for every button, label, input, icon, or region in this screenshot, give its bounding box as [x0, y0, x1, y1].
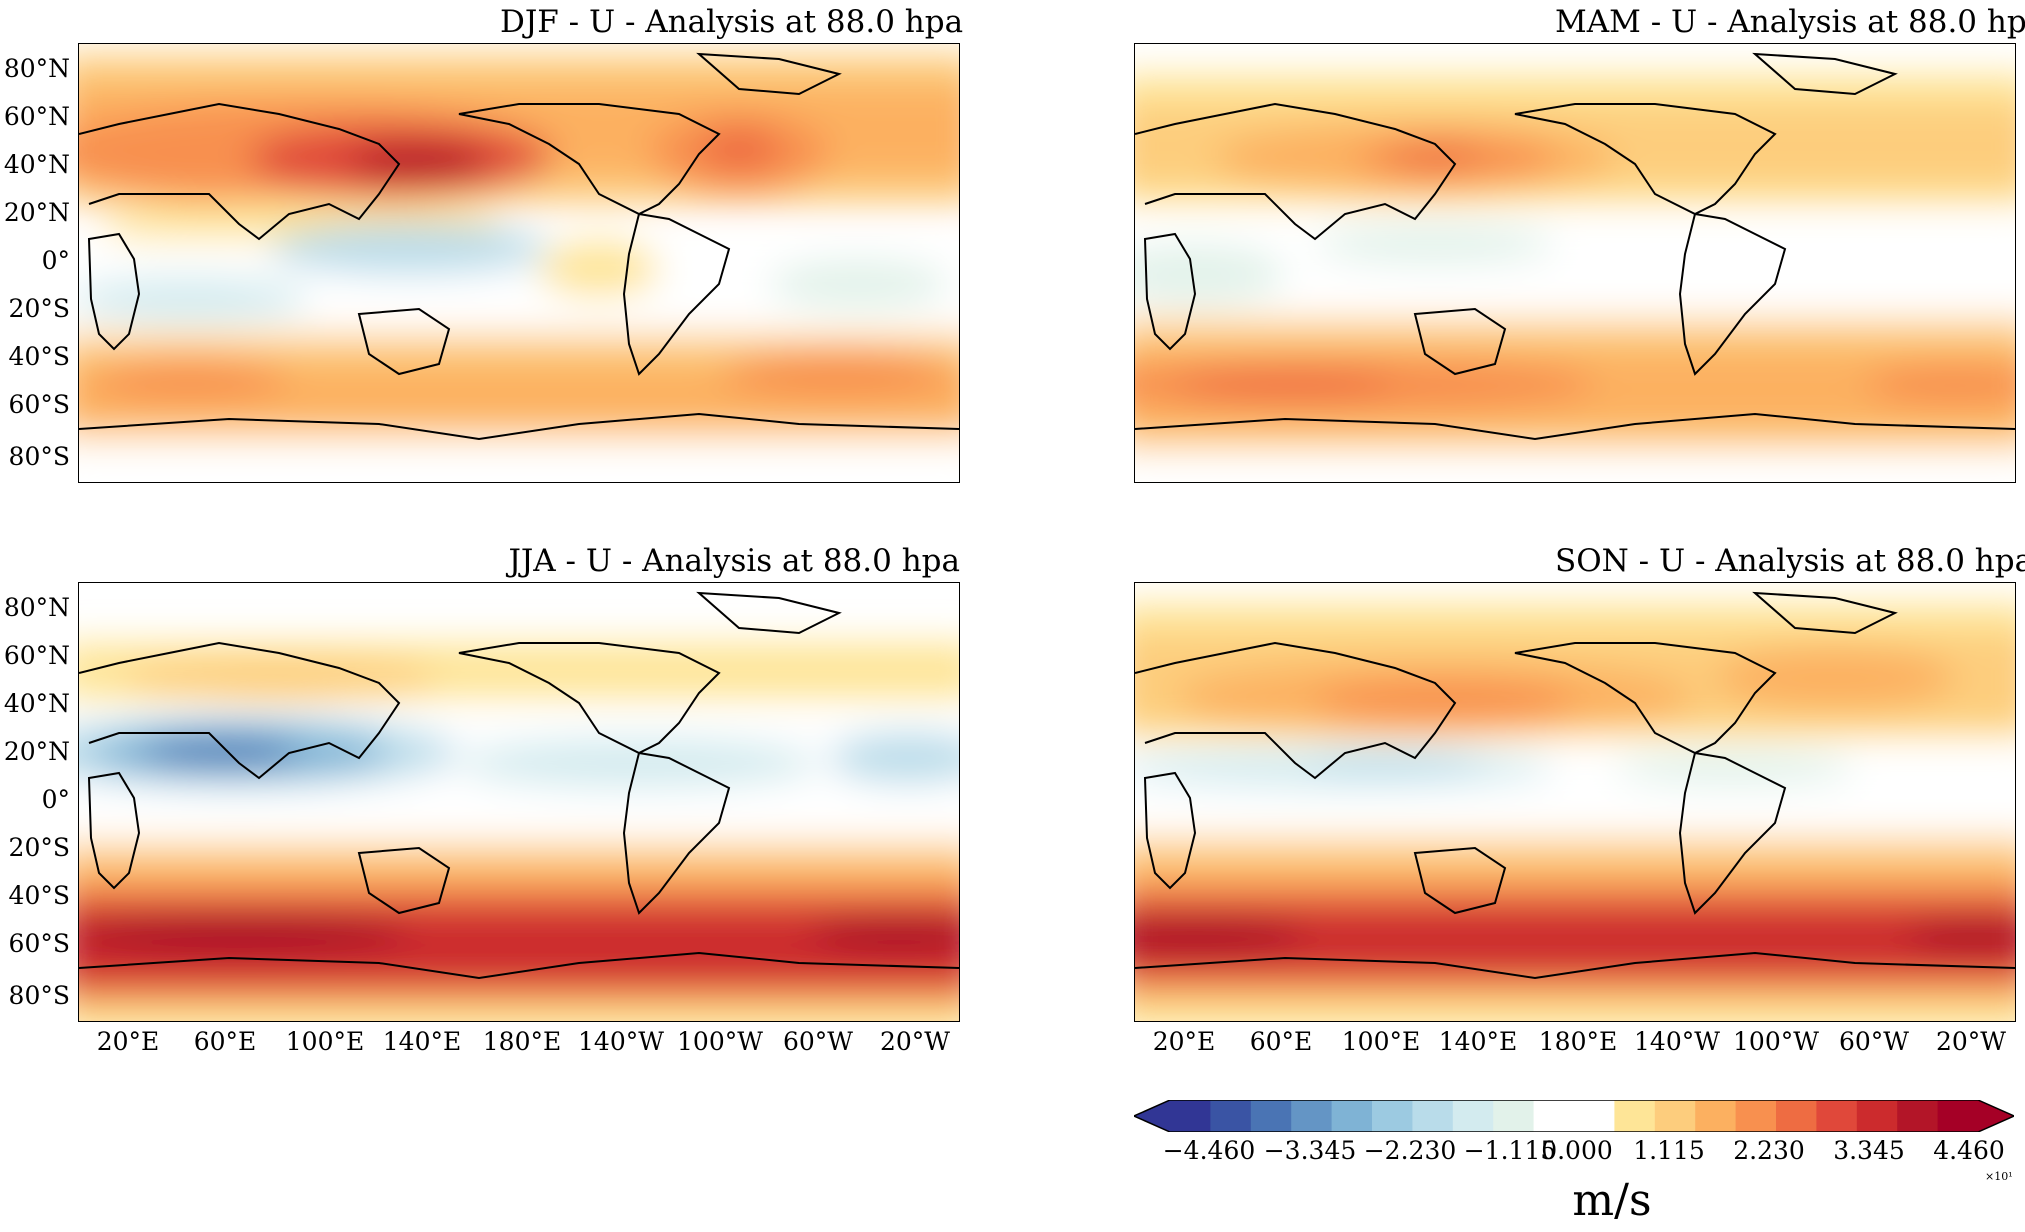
x-tick-label: 180°E	[482, 1027, 562, 1056]
x-tick-label: 140°E	[1438, 1027, 1518, 1056]
x-tick-label: 140°E	[382, 1027, 462, 1056]
y-tick-label: 60°N	[3, 102, 70, 131]
y-tick-label: 20°S	[8, 833, 70, 862]
y-tick-label: 80°S	[8, 981, 70, 1010]
colorbar-tick-label: 3.345	[1833, 1136, 1905, 1165]
colorbar-swatch	[1533, 1100, 1575, 1132]
y-tick-label: 40°S	[8, 881, 70, 910]
y-tick-label: 20°S	[8, 294, 70, 323]
colorbar-swatch	[1493, 1100, 1535, 1132]
x-tick-label: 140°W	[1634, 1027, 1720, 1056]
map-plot	[1134, 43, 2016, 483]
x-tick-label: 60°E	[193, 1027, 257, 1056]
panel-title: MAM - U - Analysis at 88.0 hpa	[1555, 4, 2025, 40]
colorbar-tick-label: −3.345	[1263, 1136, 1357, 1165]
colorbar-swatch	[1574, 1100, 1615, 1132]
colorbar-tick-label: 0.000	[1541, 1136, 1613, 1165]
panel-title: JJA - U - Analysis at 88.0 hpa	[508, 543, 960, 579]
panel-title: SON - U - Analysis at 88.0 hpa	[1555, 543, 2025, 579]
y-tick-label: 40°N	[3, 150, 70, 179]
colorbar-tick-label: −4.460	[1162, 1136, 1256, 1165]
y-tick-label: 40°S	[8, 342, 70, 371]
x-tick-label: 100°W	[1733, 1027, 1819, 1056]
y-tick-label: 40°N	[3, 689, 70, 718]
colorbar-swatch	[1291, 1100, 1333, 1132]
colorbar-swatch	[1856, 1100, 1898, 1132]
y-tick-label: 80°S	[8, 442, 70, 471]
x-tick-label: 20°E	[96, 1027, 160, 1056]
y-tick-label: 20°N	[3, 737, 70, 766]
colorbar-swatch	[1735, 1100, 1777, 1132]
x-tick-label: 60°E	[1249, 1027, 1313, 1056]
wind-contour-field	[1135, 44, 2015, 482]
y-tick-label: 60°S	[8, 390, 70, 419]
coastlines	[79, 591, 959, 980]
colorbar-exponent: ×10¹	[1985, 1170, 2013, 1183]
colorbar-swatch	[1210, 1100, 1252, 1132]
x-tick-label: 60°W	[782, 1027, 853, 1056]
x-tick-label: 20°W	[879, 1027, 950, 1056]
x-tick-label: 100°E	[1341, 1027, 1421, 1056]
map-plot	[78, 582, 960, 1022]
colorbar-tick-label: −1.115	[1463, 1136, 1557, 1165]
y-tick-label: 60°N	[3, 641, 70, 670]
colorbar-swatch	[1614, 1100, 1656, 1132]
colorbar-extend-max	[1978, 1100, 2014, 1132]
x-tick-label: 140°W	[578, 1027, 664, 1056]
colorbar-swatch	[1816, 1100, 1858, 1132]
wind-contour-field	[79, 583, 959, 1021]
x-tick-label: 20°E	[1152, 1027, 1216, 1056]
wind-contour-field	[1135, 583, 2015, 1021]
colorbar-extend-min	[1134, 1100, 1170, 1132]
colorbar-swatch	[1776, 1100, 1817, 1132]
colorbar-tick-label: −2.230	[1363, 1136, 1457, 1165]
y-tick-label: 20°N	[3, 198, 70, 227]
x-tick-label: 60°W	[1838, 1027, 1909, 1056]
y-tick-label: 80°N	[3, 593, 70, 622]
colorbar-unit: m/s	[1572, 1175, 1652, 1226]
x-tick-label: 180°E	[1538, 1027, 1618, 1056]
wind-contour-field	[79, 44, 959, 482]
colorbar-swatch	[1331, 1100, 1373, 1132]
colorbar-swatch	[1412, 1100, 1454, 1132]
y-tick-label: 0°	[41, 785, 70, 814]
coastlines	[1135, 52, 2015, 441]
map-plot	[78, 43, 960, 483]
colorbar-swatch	[1695, 1100, 1737, 1132]
y-tick-label: 80°N	[3, 54, 70, 83]
x-tick-label: 20°W	[1935, 1027, 2006, 1056]
colorbar-swatches	[1132, 1099, 2016, 1133]
map-plot	[1134, 582, 2016, 1022]
colorbar-tick-label: 1.115	[1633, 1136, 1705, 1165]
colorbar-swatch	[1170, 1100, 1211, 1132]
colorbar-tick-label: 4.460	[1933, 1136, 2005, 1165]
colorbar	[1132, 1099, 2016, 1133]
x-tick-label: 100°E	[285, 1027, 365, 1056]
coastlines	[79, 52, 959, 441]
y-tick-label: 0°	[41, 246, 70, 275]
colorbar-swatch	[1654, 1100, 1696, 1132]
colorbar-swatch	[1897, 1100, 1939, 1132]
colorbar-swatch	[1372, 1100, 1413, 1132]
panel-title: DJF - U - Analysis at 88.0 hpa	[500, 4, 964, 40]
colorbar-swatch	[1937, 1100, 1979, 1132]
x-tick-label: 100°W	[677, 1027, 763, 1056]
y-tick-label: 60°S	[8, 929, 70, 958]
colorbar-tick-label: 2.230	[1733, 1136, 1805, 1165]
colorbar-swatch	[1250, 1100, 1292, 1132]
coastlines	[1135, 591, 2015, 980]
colorbar-swatch	[1452, 1100, 1494, 1132]
